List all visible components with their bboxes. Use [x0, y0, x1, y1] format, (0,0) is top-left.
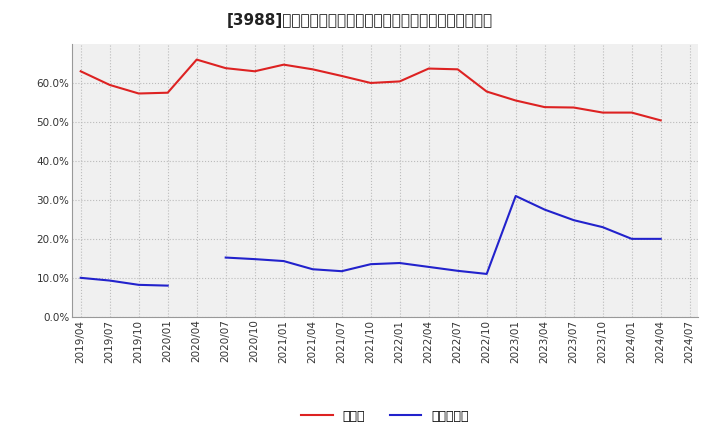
現預金 — [570, 105, 578, 110]
有利子負債 — [541, 207, 549, 212]
有利子負債 — [308, 267, 317, 272]
現預金 — [192, 57, 201, 62]
現預金 — [424, 66, 433, 71]
Text: [3988]　現預金、有利子負債の総資産に対する比率の推移: [3988] 現預金、有利子負債の総資産に対する比率の推移 — [227, 13, 493, 28]
現預金 — [76, 69, 85, 74]
有利子負債 — [163, 283, 172, 288]
有利子負債 — [454, 268, 462, 273]
有利子負債 — [395, 260, 404, 266]
有利子負債 — [424, 264, 433, 270]
有利子負債 — [366, 261, 375, 267]
有利子負債 — [135, 282, 143, 287]
現預金 — [598, 110, 607, 115]
現預金 — [338, 73, 346, 79]
有利子負債 — [482, 271, 491, 277]
Line: 現預金: 現預金 — [81, 59, 661, 121]
有利子負債 — [657, 236, 665, 242]
現預金 — [627, 110, 636, 115]
有利子負債 — [221, 255, 230, 260]
有利子負債 — [105, 278, 114, 283]
有利子負債 — [76, 275, 85, 280]
現預金 — [308, 67, 317, 72]
現預金 — [251, 69, 259, 74]
現預金 — [657, 118, 665, 123]
現預金 — [366, 81, 375, 86]
現預金 — [482, 89, 491, 94]
Legend: 現預金, 有利子負債: 現預金, 有利子負債 — [297, 405, 474, 428]
現預金 — [279, 62, 288, 67]
有利子負債 — [598, 224, 607, 230]
現預金 — [541, 104, 549, 110]
有利子負債 — [338, 268, 346, 274]
Line: 有利子負債: 有利子負債 — [81, 196, 661, 286]
現預金 — [135, 91, 143, 96]
有利子負債 — [251, 257, 259, 262]
現預金 — [221, 66, 230, 71]
有利子負債 — [627, 236, 636, 242]
有利子負債 — [511, 193, 520, 198]
現預金 — [511, 98, 520, 103]
有利子負債 — [279, 258, 288, 264]
現預金 — [454, 67, 462, 72]
有利子負債 — [570, 217, 578, 223]
現預金 — [105, 82, 114, 88]
現預金 — [163, 90, 172, 95]
現預金 — [395, 79, 404, 84]
